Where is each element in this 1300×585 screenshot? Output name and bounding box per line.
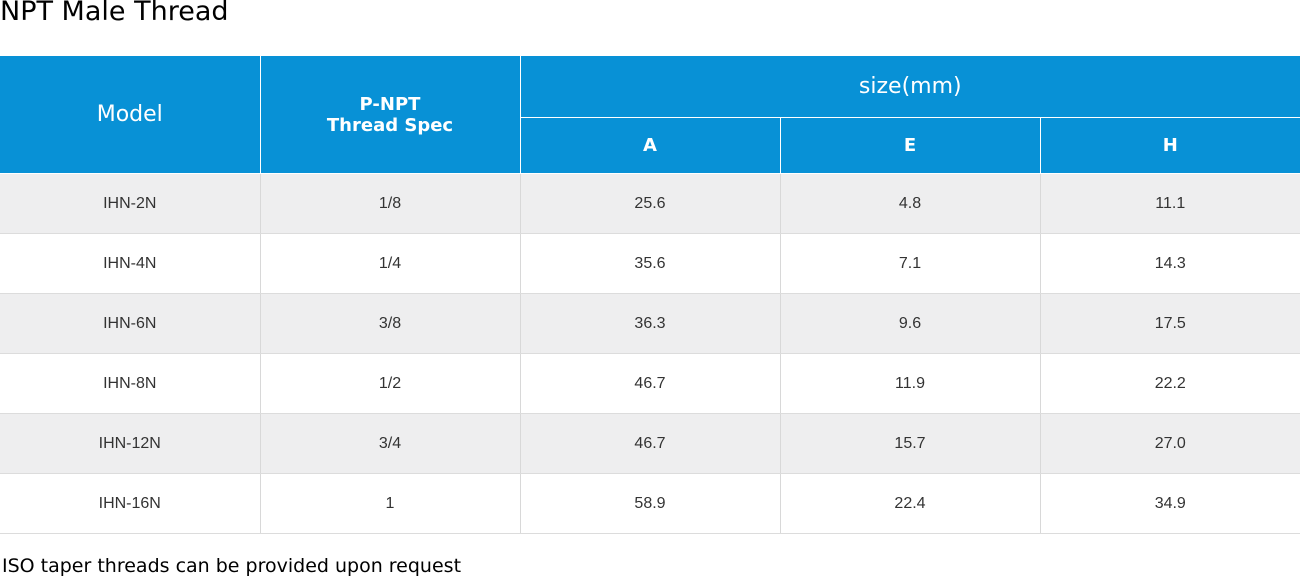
cell-spec: 1/4 [260, 233, 521, 294]
cell-h: 14.3 [1040, 233, 1300, 294]
cell-h: 27.0 [1040, 413, 1300, 474]
table-row: IHN-16N 1 58.9 22.4 34.9 [0, 473, 1300, 534]
cell-a: 46.7 [520, 353, 781, 414]
cell-a: 36.3 [520, 293, 781, 354]
cell-spec: 1/8 [260, 173, 521, 234]
header-size-group: size(mm) [520, 56, 1300, 118]
cell-a: 35.6 [520, 233, 781, 294]
cell-h: 22.2 [1040, 353, 1300, 414]
table-row: IHN-2N 1/8 25.6 4.8 11.1 [0, 173, 1300, 234]
cell-spec: 1/2 [260, 353, 521, 414]
table-row: IHN-12N 3/4 46.7 15.7 27.0 [0, 413, 1300, 474]
header-thread-spec-line2: Thread Spec [326, 114, 454, 136]
cell-model: IHN-8N [0, 353, 261, 414]
cell-e: 15.7 [780, 413, 1041, 474]
cell-a: 25.6 [520, 173, 781, 234]
header-h: H [1040, 117, 1300, 174]
spec-table-container: Model P-NPT Thread Spec size(mm) A E H I… [0, 56, 1300, 534]
header-thread-spec: P-NPT Thread Spec [260, 56, 521, 174]
footnote: ISO taper threads can be provided upon r… [2, 555, 462, 577]
cell-h: 34.9 [1040, 473, 1300, 534]
header-a: A [520, 117, 781, 174]
page-title: NPT Male Thread [0, 0, 229, 27]
cell-spec: 1 [260, 473, 521, 534]
header-thread-spec-line1: P-NPT [359, 93, 421, 115]
table-header: Model P-NPT Thread Spec size(mm) A E H [0, 56, 1300, 174]
cell-model: IHN-6N [0, 293, 261, 354]
cell-model: IHN-12N [0, 413, 261, 474]
cell-model: IHN-4N [0, 233, 261, 294]
cell-spec: 3/4 [260, 413, 521, 474]
cell-h: 17.5 [1040, 293, 1300, 354]
cell-a: 58.9 [520, 473, 781, 534]
cell-e: 7.1 [780, 233, 1041, 294]
header-model: Model [0, 56, 261, 174]
spec-table: Model P-NPT Thread Spec size(mm) A E H I… [0, 56, 1300, 534]
cell-a: 46.7 [520, 413, 781, 474]
cell-e: 9.6 [780, 293, 1041, 354]
cell-model: IHN-2N [0, 173, 261, 234]
cell-e: 4.8 [780, 173, 1041, 234]
table-body: IHN-2N 1/8 25.6 4.8 11.1 IHN-4N 1/4 35.6… [0, 173, 1300, 534]
cell-model: IHN-16N [0, 473, 261, 534]
cell-spec: 3/8 [260, 293, 521, 354]
table-row: IHN-8N 1/2 46.7 11.9 22.2 [0, 353, 1300, 414]
header-e: E [780, 117, 1041, 174]
cell-e: 11.9 [780, 353, 1041, 414]
table-row: IHN-6N 3/8 36.3 9.6 17.5 [0, 293, 1300, 354]
cell-h: 11.1 [1040, 173, 1300, 234]
table-row: IHN-4N 1/4 35.6 7.1 14.3 [0, 233, 1300, 294]
cell-e: 22.4 [780, 473, 1041, 534]
